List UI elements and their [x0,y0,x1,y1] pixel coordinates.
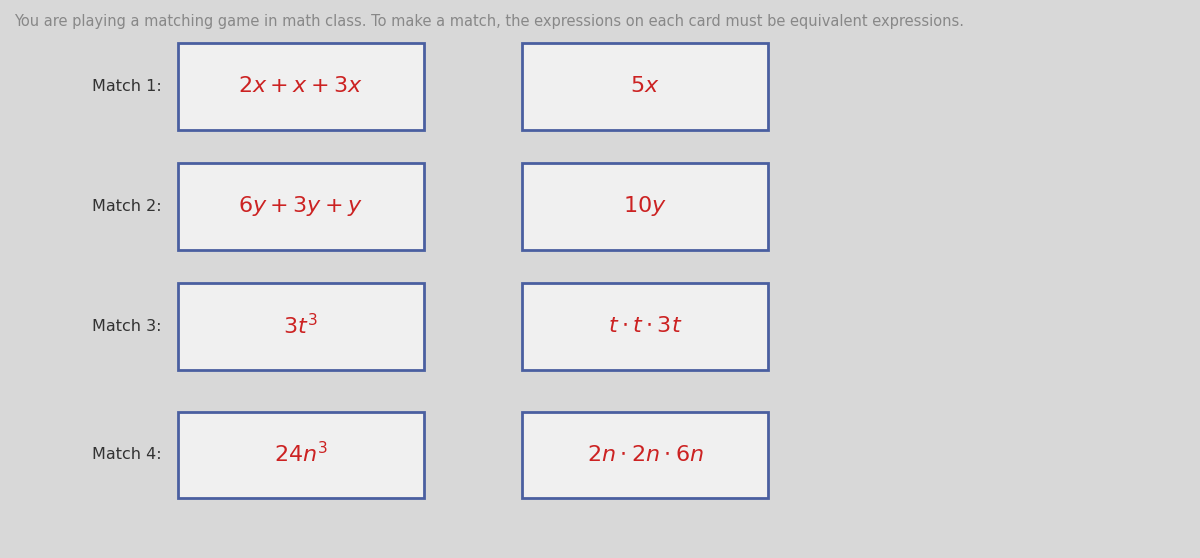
Text: You are playing a matching game in math class. To make a match, the expressions : You are playing a matching game in math … [14,14,965,29]
Text: $t \cdot t \cdot 3t$: $t \cdot t \cdot 3t$ [607,315,683,338]
FancyBboxPatch shape [522,283,768,370]
Text: Match 3:: Match 3: [92,319,162,334]
FancyBboxPatch shape [178,283,424,370]
Text: $3t^3$: $3t^3$ [283,314,318,339]
Text: $2x + x + 3x$: $2x + x + 3x$ [239,75,362,98]
Text: $6y + 3y + y$: $6y + 3y + y$ [239,194,362,219]
FancyBboxPatch shape [178,412,424,498]
Text: Match 2:: Match 2: [92,199,162,214]
FancyBboxPatch shape [522,44,768,130]
FancyBboxPatch shape [178,44,424,130]
Text: $10y$: $10y$ [623,194,667,219]
FancyBboxPatch shape [178,163,424,250]
FancyBboxPatch shape [522,412,768,498]
Text: $24n^3$: $24n^3$ [274,442,328,468]
FancyBboxPatch shape [522,163,768,250]
Text: Match 1:: Match 1: [92,79,162,94]
Text: $5x$: $5x$ [630,75,660,98]
Text: Match 4:: Match 4: [92,448,162,462]
Text: $2n \cdot 2n \cdot 6n$: $2n \cdot 2n \cdot 6n$ [587,444,703,466]
